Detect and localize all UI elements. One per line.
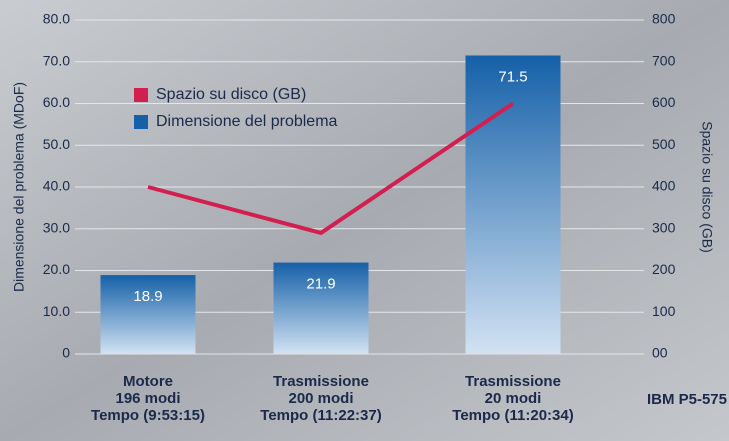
y2-tick-label: 700 — [652, 52, 676, 68]
y-tick-label: 80.0 — [43, 11, 70, 27]
x-tick-label: Tempo (11:20:34) — [452, 407, 573, 424]
annotation: IBM P5-575 — [647, 391, 727, 408]
y-tick-label: 60.0 — [43, 94, 70, 110]
y-tick-label: 0 — [62, 345, 70, 361]
x-tick-label: 20 modi — [485, 390, 542, 407]
y-tick-label: 70.0 — [43, 52, 70, 68]
x-tick-label: Trasmissione — [465, 373, 561, 390]
line — [147, 101, 515, 236]
x-tick-label: 196 modi — [115, 390, 180, 407]
bar — [273, 262, 369, 354]
y2-tick-label: 200 — [652, 261, 676, 277]
y2-tick-label: 400 — [652, 178, 676, 194]
bar-label: 18.9 — [133, 288, 162, 305]
x-tick-label: Tempo (9:53:15) — [91, 407, 205, 424]
y-tick-label: 50.0 — [43, 136, 70, 152]
x-tick-label: Motore — [123, 373, 173, 390]
legend-label: Spazio su disco (GB) — [156, 86, 306, 103]
legend-label: Dimensione del problema — [156, 113, 338, 130]
bar — [100, 275, 196, 354]
y-tick-label: 10.0 — [43, 303, 70, 319]
x-tick-label: 200 modi — [288, 390, 353, 407]
y-tick-label: 40.0 — [43, 178, 70, 194]
x-tick-label: Tempo (11:22:37) — [260, 407, 381, 424]
bar-label: 21.9 — [306, 276, 335, 293]
y2-axis-label: Spazio su disco (GB) — [699, 121, 715, 253]
bar — [465, 55, 561, 355]
y-axis-label: Dimensione del problema (MDoF) — [11, 82, 27, 292]
y2-tick-label: 800 — [652, 11, 676, 27]
legend-swatch — [134, 115, 148, 129]
y-tick-label: 30.0 — [43, 219, 70, 235]
y2-tick-label: 00 — [652, 345, 668, 361]
y-tick-label: 20.0 — [43, 261, 70, 277]
legend-swatch — [134, 88, 148, 102]
y2-tick-label: 300 — [652, 219, 676, 235]
bar-label: 71.5 — [498, 68, 527, 85]
y2-tick-label: 600 — [652, 94, 676, 110]
x-tick-label: Trasmissione — [273, 373, 369, 390]
y2-tick-label: 100 — [652, 303, 676, 319]
y2-tick-label: 500 — [652, 136, 676, 152]
